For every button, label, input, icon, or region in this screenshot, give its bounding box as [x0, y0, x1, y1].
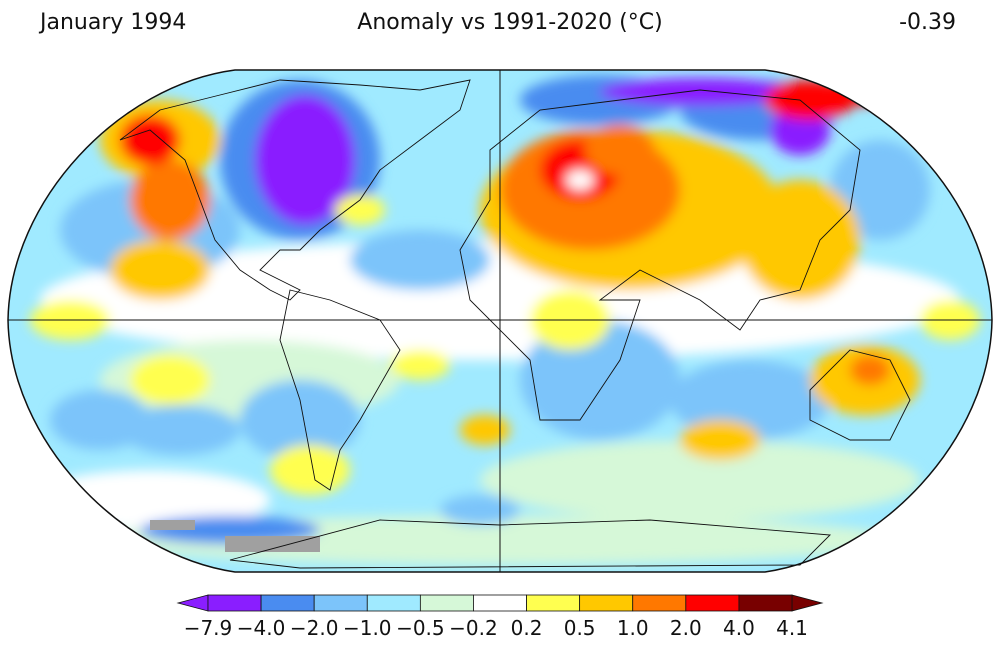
anomaly-region	[480, 440, 920, 520]
missing-data-area	[225, 536, 320, 552]
colorbar-tick-label: 4.1	[776, 616, 808, 640]
map-outline	[7, 69, 993, 573]
anomaly-region	[520, 320, 680, 440]
anomaly-region	[460, 415, 510, 445]
anomaly-region	[120, 115, 180, 165]
colorbar-tick-label: −1.0	[343, 616, 392, 640]
anomaly-region	[740, 180, 860, 300]
colorbar-swatch	[579, 594, 634, 612]
anomaly-region	[670, 360, 830, 440]
colorbar-tick-label: −2.0	[290, 616, 339, 640]
colorbar-swatch	[366, 594, 421, 612]
colorbar-swatch	[632, 594, 687, 612]
coastline	[809, 349, 911, 441]
coastlines	[119, 79, 911, 569]
map-title: Anomaly vs 1991-2020 (°C)	[357, 10, 663, 35]
anomaly-region	[335, 195, 385, 225]
colorbar-extend-low	[176, 594, 209, 612]
anomaly-region	[585, 125, 655, 175]
anomaly-region	[350, 230, 490, 290]
anomaly-region	[830, 75, 890, 105]
colorbar-tick-label: 2.0	[670, 616, 702, 640]
anomaly-region	[270, 445, 350, 495]
date-label: January 1994	[40, 10, 187, 35]
colorbar-swatch	[473, 594, 527, 612]
colorbar-extend-high	[791, 594, 824, 612]
anomaly-region	[110, 240, 210, 300]
colorbar-swatch	[419, 594, 474, 612]
coastline	[119, 79, 471, 301]
global-mean-value: -0.39	[899, 10, 956, 35]
anomaly-region	[440, 495, 520, 525]
colorbar-swatch	[738, 594, 793, 612]
anomaly-region	[566, 170, 594, 190]
anomaly-region	[680, 420, 760, 460]
anomaly-region	[255, 95, 355, 225]
coastline	[459, 89, 861, 421]
coastline	[279, 289, 401, 491]
colorbar-tick-label: −7.9	[184, 616, 233, 640]
colorbar-tick-label: −0.2	[449, 616, 498, 640]
colorbar: −7.9 −4.0 −2.0 −1.0 −0.5 −0.2 0.2 0.5 1.0 2.0 4.0 4…	[176, 594, 824, 640]
colorbar-tick-label: −4.0	[237, 616, 286, 640]
missing-data-area	[150, 520, 195, 530]
anomaly-region	[600, 78, 800, 106]
coastline	[229, 519, 832, 569]
anomaly-region	[240, 380, 360, 460]
colorbar-swatch	[526, 594, 581, 612]
anomaly-region	[830, 140, 930, 240]
colorbar-swatch	[685, 594, 740, 612]
anomaly-region	[850, 355, 890, 385]
anomaly-region	[120, 405, 240, 455]
anomaly-region	[130, 355, 210, 405]
anomaly-region	[130, 160, 210, 240]
colorbar-swatch	[207, 594, 262, 612]
colorbar-tick-label: 4.0	[723, 616, 755, 640]
colorbar-swatch	[313, 594, 368, 612]
anomaly-region	[390, 350, 450, 380]
colorbar-tick-label: 0.2	[511, 616, 543, 640]
colorbar-tick-label: 0.5	[564, 616, 596, 640]
colorbar-tick-label: 1.0	[617, 616, 649, 640]
colorbar-swatch	[260, 594, 315, 612]
colorbar-tick-label: −0.5	[396, 616, 445, 640]
